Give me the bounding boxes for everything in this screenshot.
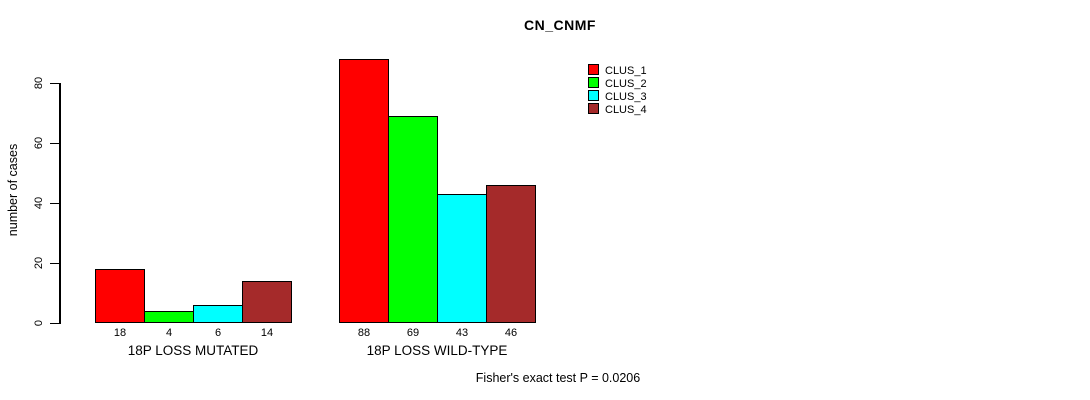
y-tick-mark [50, 322, 60, 324]
bar-clus_4-group2 [486, 185, 536, 323]
y-axis-label: number of cases [6, 143, 20, 237]
y-tick-label: 0 [33, 319, 45, 327]
bar-value-label: 6 [214, 327, 222, 339]
y-tick-label: 80 [33, 76, 45, 90]
legend-swatch-clus-3 [588, 90, 599, 101]
legend-item: CLUS_3 [588, 90, 647, 103]
bar-value-label: 14 [260, 327, 274, 339]
legend-item: CLUS_1 [588, 64, 647, 77]
bar-value-label: 43 [455, 327, 469, 339]
y-tick-mark [50, 202, 60, 204]
bar-value-label: 46 [504, 327, 518, 339]
legend-label: CLUS_4 [605, 104, 647, 116]
annotation-text: Fisher's exact test P = 0.0206 [475, 371, 641, 385]
legend-label: CLUS_2 [605, 78, 647, 90]
legend-item: CLUS_2 [588, 77, 647, 90]
bar-clus_1-group1 [95, 269, 145, 323]
legend-swatch-clus-1 [588, 64, 599, 75]
y-tick-label: 40 [33, 196, 45, 210]
bar-value-label: 4 [165, 327, 173, 339]
bar-clus_2-group1 [144, 311, 194, 323]
legend-item: CLUS_4 [588, 103, 647, 116]
legend: CLUS_1 CLUS_2 CLUS_3 CLUS_4 [588, 64, 647, 116]
y-tick-mark [50, 82, 60, 84]
y-tick-mark [50, 142, 60, 144]
bar-clus_3-group1 [193, 305, 243, 323]
bar-clus_1-group2 [339, 59, 389, 323]
legend-label: CLUS_1 [605, 65, 647, 77]
bar-value-label: 69 [406, 327, 420, 339]
y-tick-mark [50, 262, 60, 264]
bar-value-label: 88 [357, 327, 371, 339]
y-tick-label: 60 [33, 136, 45, 150]
bar-clus_4-group1 [242, 281, 292, 323]
category-label-wildtype: 18P LOSS WILD-TYPE [366, 343, 508, 358]
bar-clus_3-group2 [437, 194, 487, 323]
y-tick-label: 20 [33, 256, 45, 270]
legend-swatch-clus-2 [588, 77, 599, 88]
bar-value-label: 18 [113, 327, 127, 339]
chart-title: CN_CNMF [524, 17, 596, 33]
legend-swatch-clus-4 [588, 103, 599, 114]
legend-label: CLUS_3 [605, 91, 647, 103]
category-label-mutated: 18P LOSS MUTATED [127, 343, 259, 358]
bar-clus_2-group2 [388, 116, 438, 323]
